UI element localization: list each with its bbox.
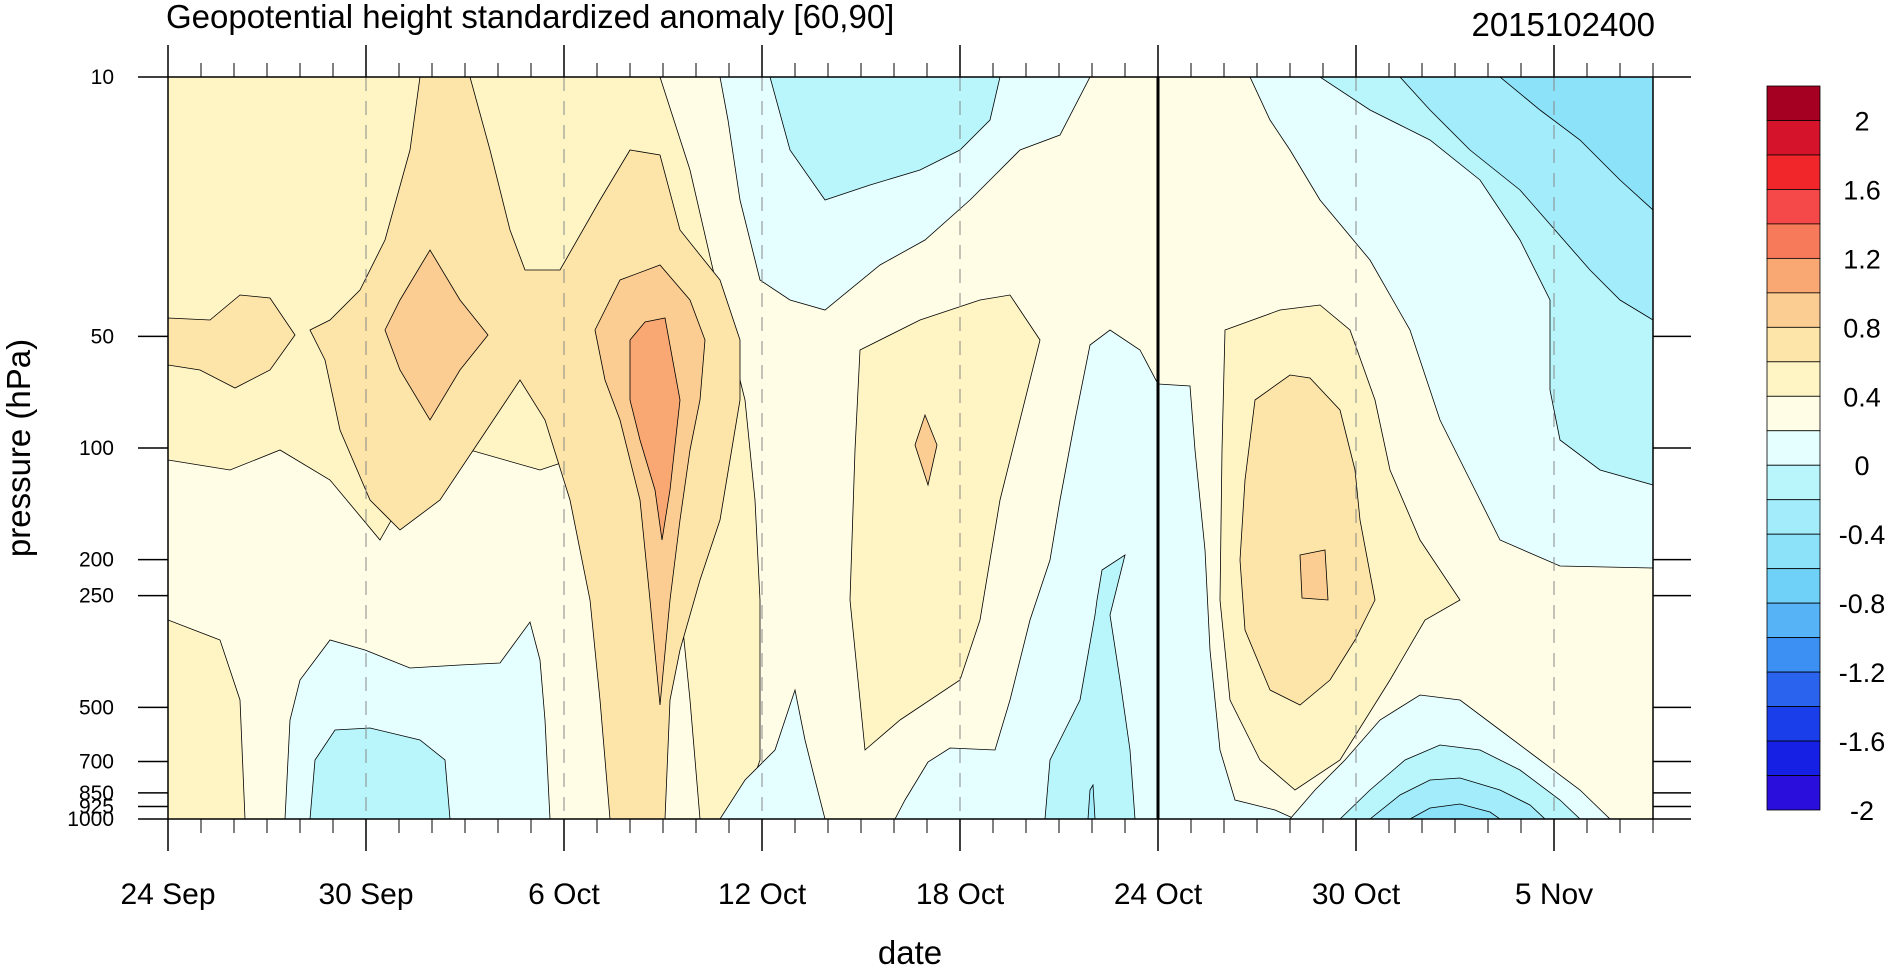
colorbar-swatch (1766, 671, 1821, 707)
colorbar-swatch (1766, 361, 1821, 397)
colorbar-swatch (1766, 223, 1821, 259)
colorbar-label: -1.6 (1839, 727, 1886, 757)
contour-region (849, 294, 1041, 751)
x-tick-label: 30 Sep (318, 878, 413, 911)
colorbar-swatch (1766, 292, 1821, 328)
colorbar: 2 1.6 1.2 0.8 0.4 0 -0.4 -0.8 -1.2 -1.6 -2 (1766, 85, 1886, 826)
contour-region (309, 77, 741, 819)
colorbar-swatch (1766, 257, 1821, 294)
colorbar-swatch (1766, 602, 1821, 639)
y-tick-label: 1000 (67, 808, 114, 831)
x-tick-label: 6 Oct (528, 878, 600, 911)
colorbar-label: -0.8 (1839, 589, 1886, 619)
colorbar-swatch (1766, 189, 1821, 225)
y-tick-label: 50 (91, 325, 114, 348)
colorbar-swatch (1766, 775, 1821, 811)
colorbar-swatch (1766, 120, 1821, 156)
x-axis-label: date (878, 934, 942, 969)
contour-region (1239, 374, 1376, 706)
contour-region (1157, 383, 1296, 819)
contour-region (1369, 777, 1546, 819)
y-axis-label: pressure (hPa) (0, 339, 37, 557)
x-tick-label: 24 Oct (1114, 878, 1203, 911)
contour-region (168, 619, 246, 819)
contour-region (594, 264, 706, 706)
colorbar-label: 0 (1854, 451, 1869, 481)
contour-region (1299, 549, 1329, 601)
y-tick-label: 200 (79, 549, 114, 572)
colorbar-label: 1.2 (1843, 244, 1881, 274)
colorbar-swatch (1766, 499, 1821, 535)
plot-area (167, 76, 1654, 820)
x-axis: 24 Sep 30 Sep 6 Oct 12 Oct 18 Oct 24 Oct 30 Oc… (120, 45, 1654, 911)
colorbar-swatch (1766, 326, 1821, 363)
contour-region (914, 413, 938, 487)
contour-region (1087, 783, 1096, 819)
colorbar-swatch (1766, 430, 1821, 466)
colorbar-swatch (1766, 85, 1821, 121)
colorbar-label: 0.4 (1843, 382, 1881, 412)
colorbar-label: -2 (1850, 796, 1874, 826)
x-tick-label: 12 Oct (718, 878, 807, 911)
y-tick-label: 250 (79, 585, 114, 608)
colorbar-swatch (1766, 706, 1821, 742)
y-tick-label: 850 (79, 782, 114, 805)
colorbar-swatch (1766, 637, 1821, 673)
x-tick-label: 24 Sep (120, 878, 215, 911)
contour-region (719, 688, 826, 819)
colorbar-label: 1.6 (1843, 175, 1881, 205)
chart-subtitle: 2015102400 (1471, 6, 1655, 43)
y-tick-label: 100 (79, 437, 114, 460)
contour-region (309, 727, 451, 819)
x-tick-label: 30 Oct (1312, 878, 1401, 911)
colorbar-label: -0.4 (1839, 520, 1886, 550)
colorbar-swatch (1766, 464, 1821, 501)
contour-region (384, 249, 489, 421)
contour-region (1044, 554, 1136, 819)
x-tick-label: 5 Nov (1515, 878, 1593, 911)
contour-region (1409, 803, 1501, 819)
colorbar-label: -1.2 (1839, 658, 1886, 688)
colorbar-swatch (1766, 395, 1821, 432)
y-tick-label: 500 (79, 696, 114, 719)
contour-region (769, 77, 1001, 201)
contour-region (1499, 77, 1653, 211)
x-tick-label: 18 Oct (916, 878, 1005, 911)
colorbar-swatch (1766, 740, 1821, 776)
contour-region (168, 294, 296, 389)
colorbar-label: 0.8 (1843, 313, 1881, 343)
colorbar-swatch (1766, 533, 1821, 570)
chart-title: Geopotential height standardized anomaly… (166, 0, 894, 35)
colorbar-swatch (1766, 568, 1821, 604)
contour-region (629, 317, 681, 541)
colorbar-swatch (1766, 154, 1821, 190)
y-tick-label: 700 (79, 751, 114, 774)
y-tick-label: 925 (79, 795, 114, 818)
colorbar-label: 2 (1854, 106, 1869, 136)
y-tick-label: 10 (91, 66, 114, 89)
